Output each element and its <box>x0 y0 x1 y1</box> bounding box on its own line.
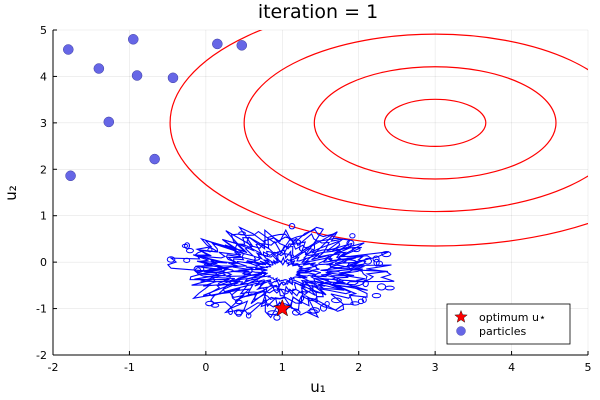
density-contour <box>166 226 395 319</box>
objective-contour <box>313 66 557 180</box>
x-tick-label: -1 <box>124 361 135 374</box>
density-contour-blob <box>228 308 234 315</box>
density-contour-blob <box>234 299 243 305</box>
x-tick-label: 5 <box>585 361 592 374</box>
particle-point <box>236 40 248 51</box>
density-contour-blob <box>351 246 361 253</box>
objective-contour <box>169 30 588 247</box>
legend: optimum u⋆particles <box>446 303 571 345</box>
particle-point <box>93 63 105 74</box>
density-contour-blob <box>205 300 215 307</box>
particle-point <box>128 34 139 45</box>
density-contour-blob <box>324 300 330 307</box>
legend-label: particles <box>479 325 526 338</box>
data-marks <box>63 34 292 317</box>
density-contour-blob <box>273 314 281 321</box>
density-contour-blob <box>349 233 356 239</box>
density-contour-blob <box>319 304 328 312</box>
density-contour-blob <box>245 312 252 319</box>
particle-point <box>167 72 179 84</box>
density-contour-blob <box>384 285 395 291</box>
particle-point <box>149 153 160 165</box>
density-contour-blob <box>357 298 365 305</box>
density-contour-blob <box>375 260 384 267</box>
density-contour <box>249 256 316 287</box>
density-contour-blob <box>288 223 296 230</box>
x-tick-label: 4 <box>508 361 515 374</box>
density-contour-blob <box>185 248 194 254</box>
density-contour-blob <box>166 256 176 263</box>
density-contour <box>213 243 351 297</box>
y-tick-label: -1 <box>36 303 47 316</box>
density-contour <box>194 237 367 308</box>
density-contour-blob <box>233 309 244 316</box>
y-tick-label: 1 <box>40 210 47 223</box>
legend-star-swatch <box>454 309 468 323</box>
density-contour-blob <box>183 257 191 263</box>
axes-frame <box>52 30 588 356</box>
objective-contour <box>243 33 588 213</box>
legend-label: optimum u⋆ <box>479 311 546 324</box>
y-tick-label: 2 <box>40 163 47 176</box>
x-tick-label: 3 <box>432 361 439 374</box>
legend-circle-swatch <box>456 326 466 336</box>
density-contour-blob <box>307 309 318 314</box>
particle-point <box>212 38 223 50</box>
x-tick-label: -2 <box>48 361 59 374</box>
y-tick-label: 4 <box>40 70 47 83</box>
y-tick-label: 0 <box>40 256 47 269</box>
y-tick-label: 5 <box>40 24 47 37</box>
x-tick-label: 0 <box>202 361 209 374</box>
x-tick-label: 2 <box>355 361 362 374</box>
particle-point <box>131 70 143 81</box>
chart-title: iteration = 1 <box>258 1 378 23</box>
density-contour-blob <box>291 309 301 316</box>
x-axis-label: u₁ <box>310 378 326 396</box>
density-contour-blob <box>235 310 243 317</box>
particle-point <box>103 116 115 128</box>
particle-point <box>63 44 74 55</box>
legend-box <box>446 303 571 345</box>
density-contour-blob <box>207 247 213 253</box>
y-tick-label: -2 <box>36 349 47 362</box>
tick-labels: -2 -1 0 1 2 3 4 5 -2 -1 0 1 2 3 4 5 <box>36 24 591 374</box>
y-axis-label: u₂ <box>2 185 20 201</box>
density-contour-blob <box>194 267 202 274</box>
particle-point <box>65 170 76 182</box>
x-tick-label: 1 <box>279 361 286 374</box>
density-contour-blob <box>361 296 367 303</box>
density-contour-blob <box>238 231 246 236</box>
objective-contour <box>383 98 487 147</box>
density-contour-blob <box>371 292 382 299</box>
density-contour-blob <box>381 250 392 258</box>
density-contour-blob <box>363 257 373 265</box>
density-contour-blob <box>362 279 369 288</box>
density-contour-blob <box>331 297 342 304</box>
y-tick-label: 3 <box>40 117 47 130</box>
optimum-star-point <box>273 298 292 317</box>
density-contour-blob <box>350 301 360 306</box>
density-contour-blob <box>373 258 380 267</box>
contour-layer <box>166 30 588 321</box>
density-contour-blob <box>372 255 380 263</box>
density-contour-blob <box>346 239 355 247</box>
